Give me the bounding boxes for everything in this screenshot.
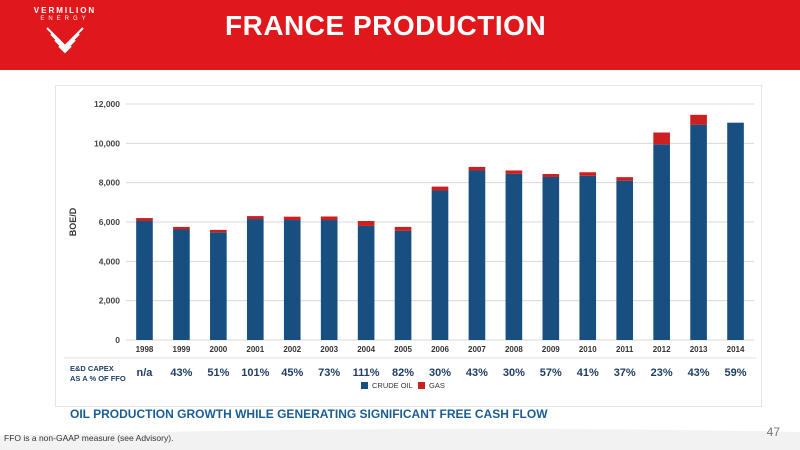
bar-gas (210, 229, 227, 233)
bar-crude-oil (653, 144, 670, 340)
logo-name: VERMILION (33, 6, 97, 15)
logo-chevron-icon (46, 27, 84, 54)
bar-crude-oil (542, 176, 560, 340)
capex-value: 43% (688, 367, 710, 379)
bar-gas (616, 177, 634, 181)
x-tick-label: 2011 (616, 345, 634, 354)
legend-label-gas: GAS (429, 381, 445, 390)
y-axis-label: BOE/D (68, 207, 78, 236)
x-tick-label: 2005 (394, 345, 412, 354)
y-tick-label: 2,000 (99, 296, 121, 306)
x-tick-label: 2009 (542, 345, 560, 354)
x-tick-label: 2006 (431, 345, 449, 354)
bar-crude-oil (136, 221, 153, 340)
capex-value: 23% (651, 367, 673, 379)
bar-crude-oil (505, 173, 523, 340)
capex-value: 101% (241, 367, 269, 379)
legend-swatch-crude-oil (361, 382, 368, 389)
bar-gas (653, 132, 670, 145)
legend-label-crude-oil: CRUDE OIL (372, 381, 413, 390)
y-tick-label: 10,000 (94, 138, 120, 148)
x-tick-label: 2013 (690, 345, 708, 354)
bar-gas (579, 172, 597, 176)
bar-crude-oil (431, 190, 449, 340)
page-title: FRANCE PRODUCTION (225, 10, 547, 41)
bar-gas (246, 216, 264, 220)
bar-gas (505, 170, 523, 174)
bar-gas (136, 218, 153, 222)
bar-crude-oil (173, 229, 190, 340)
capex-row-label-line2: AS A % OF FFO (70, 374, 126, 383)
capex-value: 111% (353, 367, 380, 379)
capex-row-label-line1: E&D CAPEX (70, 364, 114, 373)
bottom-heading: OIL PRODUCTION GROWTH WHILE GENERATING S… (70, 407, 548, 421)
bar-gas (542, 174, 560, 177)
capex-value: 82% (392, 367, 414, 379)
bar-crude-oil (690, 124, 707, 341)
x-tick-label: 1999 (173, 345, 191, 354)
x-tick-label: 2004 (357, 345, 375, 354)
bar-crude-oil (616, 180, 634, 340)
capex-value: 73% (318, 367, 340, 379)
vermilion-logo: VERMILION ENERGY (20, 4, 110, 66)
logo-sub: ENERGY (40, 16, 90, 22)
x-tick-label: 2003 (320, 345, 338, 354)
capex-value: 59% (725, 367, 747, 379)
x-tick-label: 1998 (136, 345, 154, 354)
bar-crude-oil (283, 220, 301, 340)
bar-gas (283, 216, 301, 221)
y-tick-label: 0 (115, 335, 120, 345)
bar-gas (431, 186, 449, 191)
capex-value: 37% (614, 367, 636, 379)
capex-value: 30% (503, 367, 525, 379)
page-number: 47 (766, 425, 780, 439)
bar-crude-oil (468, 170, 486, 340)
capex-value: 41% (577, 367, 599, 379)
x-tick-label: 2000 (209, 345, 227, 354)
capex-value: 57% (540, 367, 562, 379)
bar-crude-oil (357, 225, 375, 340)
x-tick-label: 2010 (579, 345, 597, 354)
y-tick-label: 12,000 (94, 99, 120, 109)
x-tick-label: 2007 (468, 345, 486, 354)
x-tick-label: 2012 (653, 345, 671, 354)
bar-gas (468, 166, 486, 171)
capex-value: 43% (170, 367, 192, 379)
y-tick-label: 6,000 (99, 217, 121, 227)
capex-value: 43% (466, 367, 488, 379)
x-tick-label: 2001 (246, 345, 264, 354)
bar-gas (394, 226, 412, 231)
bar-gas (320, 216, 338, 221)
x-tick-label: 2008 (505, 345, 523, 354)
bar-gas (357, 221, 375, 226)
header-bar (0, 0, 800, 70)
y-tick-label: 4,000 (99, 256, 121, 266)
bar-gas (690, 114, 707, 125)
capex-value: 51% (207, 367, 229, 379)
footnote: FFO is a non-GAAP measure (see Advisory)… (4, 433, 174, 443)
x-tick-label: 2014 (727, 345, 745, 354)
bar-crude-oil (246, 219, 264, 340)
bar-crude-oil (210, 232, 227, 340)
capex-value: 30% (429, 367, 451, 379)
bar-crude-oil (579, 175, 597, 340)
capex-value: n/a (137, 367, 154, 379)
x-tick-label: 2002 (283, 345, 301, 354)
bar-gas (173, 226, 190, 230)
legend-swatch-gas (418, 382, 425, 389)
y-tick-label: 8,000 (99, 178, 121, 188)
footer-swoosh (0, 428, 800, 450)
bar-crude-oil (394, 230, 412, 340)
bar-crude-oil (320, 220, 338, 340)
production-chart: 0 2,000 4,000 6,000 8,000 10,000 12,000 BOE/D 19… (64, 99, 756, 390)
capex-value: 45% (281, 367, 303, 379)
chart-panel: 0 2,000 4,000 6,000 8,000 10,000 12,000 BOE/D 19… (55, 85, 762, 407)
bar-crude-oil (727, 122, 744, 340)
